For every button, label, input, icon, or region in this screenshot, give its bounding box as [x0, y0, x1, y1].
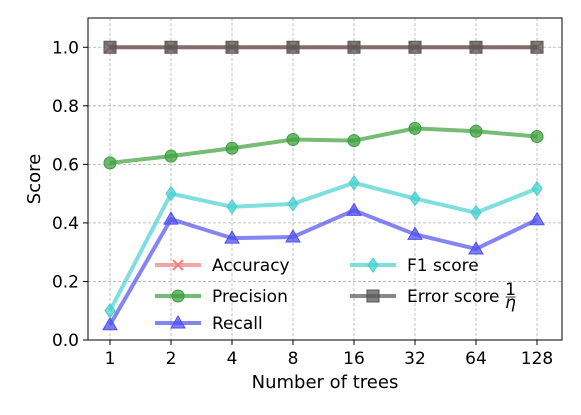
- legend-label: Precision: [212, 287, 288, 307]
- axes: 0.0 0.2 0.4 0.6 0.8 1.0 1 2 4 8 16 32 64 128: [52, 38, 553, 369]
- precision-point: [103, 156, 117, 170]
- precision-point: [225, 141, 239, 155]
- error-score-point: [347, 40, 361, 54]
- y-tick-label: 0.2: [52, 272, 79, 292]
- y-tick-label: 0.0: [52, 331, 79, 351]
- f1-score-point: [226, 198, 238, 215]
- y-tick-label: 0.4: [52, 214, 79, 234]
- error-score-point: [530, 40, 544, 54]
- x-tick-label: 8: [288, 349, 299, 369]
- recall-point: [468, 240, 484, 255]
- legend-entry-precision: Precision: [155, 287, 288, 307]
- error-score-point: [469, 40, 483, 54]
- f1-score-point: [470, 204, 482, 221]
- f1-score-point: [531, 180, 543, 197]
- y-tick-label: 1.0: [52, 38, 79, 58]
- error-score-point: [408, 40, 422, 54]
- recall-point: [407, 226, 423, 240]
- precision-point: [408, 121, 422, 135]
- legend-entry-accuracy: Accuracy: [155, 256, 290, 276]
- precision-point: [530, 130, 544, 144]
- series-precision: [103, 121, 544, 170]
- legend-entry-f1-score: F1 score: [350, 256, 479, 276]
- series-error-score: [103, 40, 544, 54]
- plot-area: [102, 40, 545, 331]
- x-tick-label: 2: [166, 349, 177, 369]
- f1-score-point: [287, 196, 299, 212]
- f1-score-point: [165, 185, 177, 202]
- recall-line: [108, 208, 538, 326]
- x-tick-label: 16: [343, 349, 365, 369]
- x-tick-label: 32: [404, 349, 426, 369]
- plot-frame: [87, 17, 563, 341]
- legend-entry-recall: Recall: [155, 314, 263, 334]
- legend-swatch-marker: [171, 289, 185, 303]
- recall-point: [529, 211, 545, 226]
- error-score-point: [103, 40, 117, 54]
- f1-score-point: [348, 174, 360, 191]
- f1-score-point: [104, 302, 116, 319]
- y-axis-label: Score: [24, 154, 45, 204]
- legend-label: Error score: [407, 287, 500, 307]
- legend-label: Accuracy: [212, 256, 290, 276]
- precision-point: [164, 149, 178, 163]
- legend-swatch-marker: [172, 259, 184, 271]
- y-tick-label: 0.6: [52, 155, 79, 175]
- error-score-point: [286, 40, 300, 54]
- legend-label: Recall: [212, 314, 263, 334]
- series-f1-score: [104, 174, 543, 319]
- precision-point: [347, 134, 361, 148]
- recall-point: [102, 316, 118, 331]
- f1-score-point: [409, 190, 421, 207]
- error-score-point: [225, 40, 239, 54]
- y-tick-label: 0.8: [52, 97, 79, 117]
- f1-score-line: [108, 180, 538, 312]
- legend-swatch-marker: [170, 315, 186, 329]
- x-tick-label: 128: [521, 349, 553, 369]
- x-tick-label: 4: [227, 349, 238, 369]
- x-tick-label: 1: [105, 349, 116, 369]
- recall-point: [224, 230, 240, 244]
- precision-point: [469, 124, 483, 138]
- legend-entry-error-score: Error score 1η: [350, 280, 516, 313]
- precision-line: [109, 126, 538, 165]
- legend-swatch-marker: [367, 257, 379, 273]
- recall-point: [285, 228, 301, 243]
- legend-label: F1 score: [407, 256, 479, 276]
- legend: Accuracy Precision Recall F1 score Error sco…: [155, 256, 516, 334]
- legend-swatch-marker: [366, 289, 380, 303]
- precision-point: [286, 132, 300, 146]
- recall-point: [346, 202, 362, 216]
- series-recall: [102, 202, 545, 331]
- error-score-point: [164, 40, 178, 54]
- legend-label-fraction-denominator: η: [505, 293, 516, 313]
- recall-point: [163, 211, 179, 225]
- x-axis-label: Number of trees: [252, 372, 399, 393]
- x-tick-label: 64: [465, 349, 487, 369]
- legend-label-fraction-numerator: 1: [505, 280, 516, 300]
